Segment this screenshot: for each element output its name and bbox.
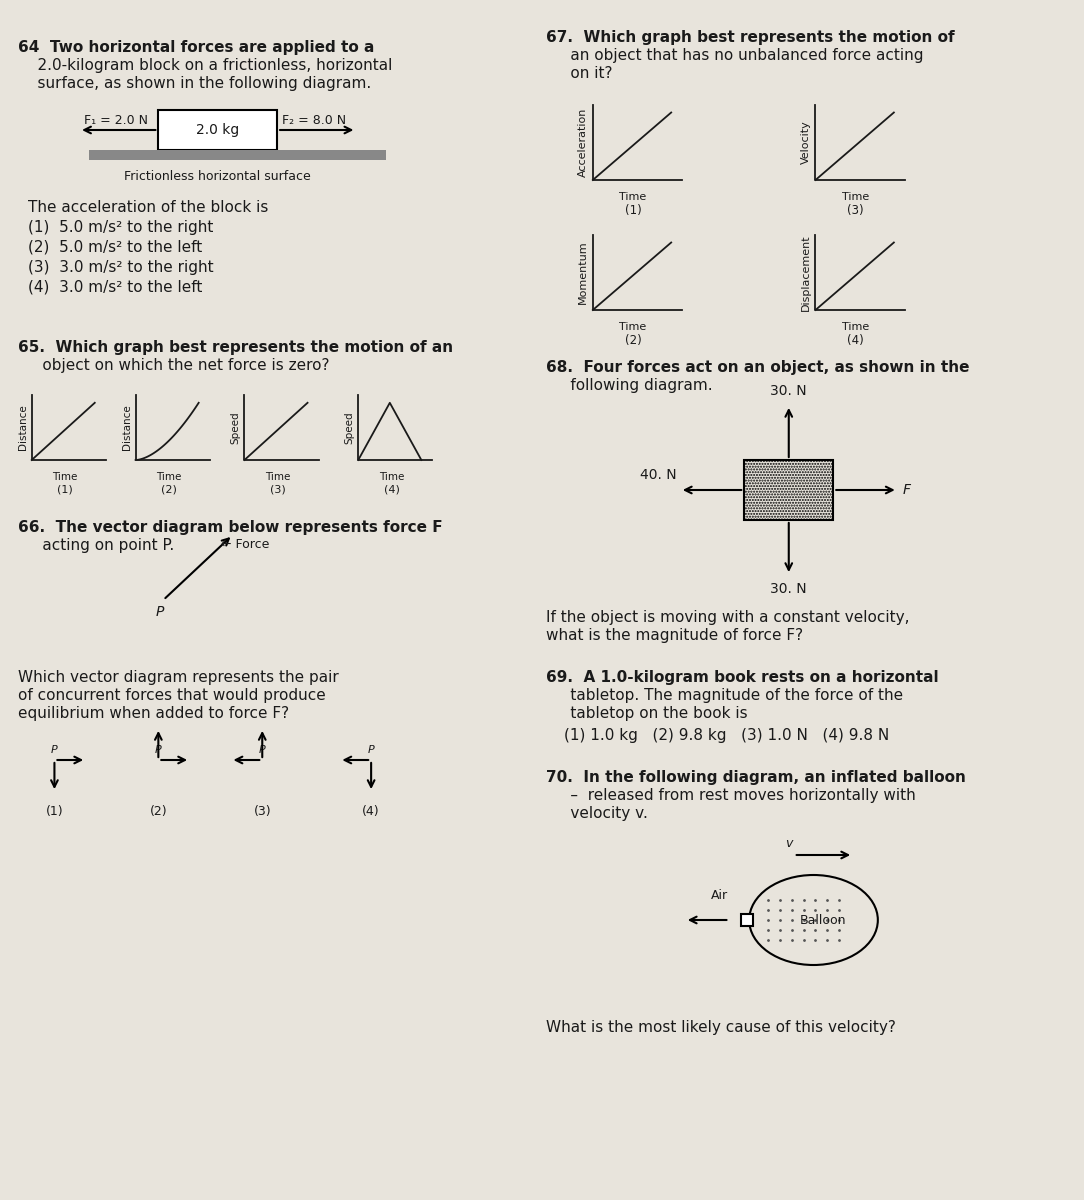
Text: ← Force: ← Force <box>221 539 269 552</box>
Text: P: P <box>367 745 374 755</box>
Text: 65.  Which graph best represents the motion of an: 65. Which graph best represents the moti… <box>17 340 453 355</box>
Text: (2): (2) <box>162 484 177 494</box>
Text: what is the magnitude of force F?: what is the magnitude of force F? <box>546 628 803 643</box>
Text: v: v <box>785 838 792 850</box>
Text: 66.  The vector diagram below represents force F: 66. The vector diagram below represents … <box>17 520 442 535</box>
Text: (1): (1) <box>46 805 63 818</box>
Text: (2): (2) <box>624 334 642 347</box>
Text: on it?: on it? <box>546 66 612 80</box>
Text: an object that has no unbalanced force acting: an object that has no unbalanced force a… <box>546 48 924 62</box>
Text: Which vector diagram represents the pair: Which vector diagram represents the pair <box>17 670 338 685</box>
Text: What is the most likely cause of this velocity?: What is the most likely cause of this ve… <box>546 1020 896 1034</box>
Text: Time: Time <box>619 322 646 332</box>
Text: Time: Time <box>842 192 869 202</box>
Text: (1) 1.0 kg   (2) 9.8 kg   (3) 1.0 N   (4) 9.8 N: (1) 1.0 kg (2) 9.8 kg (3) 1.0 N (4) 9.8 … <box>564 728 889 743</box>
Text: 70.  In the following diagram, an inflated balloon: 70. In the following diagram, an inflate… <box>546 770 966 785</box>
Text: Speed: Speed <box>345 412 354 444</box>
Text: F₂ = 8.0 N: F₂ = 8.0 N <box>282 114 346 127</box>
Text: equilibrium when added to force F?: equilibrium when added to force F? <box>17 706 289 721</box>
Text: F₁ = 2.0 N: F₁ = 2.0 N <box>85 114 149 127</box>
Text: Momentum: Momentum <box>578 241 588 305</box>
Text: P: P <box>155 605 164 619</box>
Text: (2)  5.0 m/s² to the left: (2) 5.0 m/s² to the left <box>28 240 202 254</box>
Text: tabletop on the book is: tabletop on the book is <box>546 706 748 721</box>
Text: 30. N: 30. N <box>771 384 808 398</box>
Text: (1)  5.0 m/s² to the right: (1) 5.0 m/s² to the right <box>28 220 214 235</box>
Text: Air: Air <box>711 889 728 902</box>
Text: (4): (4) <box>362 805 379 818</box>
Text: (3): (3) <box>848 204 864 217</box>
Text: 30. N: 30. N <box>771 582 808 596</box>
Text: Speed: Speed <box>231 412 241 444</box>
Text: (1): (1) <box>624 204 642 217</box>
Text: Frictionless horizontal surface: Frictionless horizontal surface <box>125 170 311 182</box>
Text: Time: Time <box>619 192 646 202</box>
Text: The acceleration of the block is: The acceleration of the block is <box>28 200 268 215</box>
Bar <box>158 110 278 150</box>
Bar <box>89 150 386 160</box>
Text: Time: Time <box>156 472 182 482</box>
Text: 2.0 kg: 2.0 kg <box>196 122 240 137</box>
Text: Time: Time <box>52 472 78 482</box>
Text: P: P <box>51 745 57 755</box>
Text: (3)  3.0 m/s² to the right: (3) 3.0 m/s² to the right <box>28 260 214 275</box>
Text: Time: Time <box>842 322 869 332</box>
Text: 2.0-kilogram block on a frictionless, horizontal: 2.0-kilogram block on a frictionless, ho… <box>17 58 392 73</box>
Text: (4): (4) <box>384 484 400 494</box>
Text: (2): (2) <box>150 805 167 818</box>
Text: Distance: Distance <box>17 404 28 450</box>
Text: 64  Two horizontal forces are applied to a: 64 Two horizontal forces are applied to … <box>17 40 374 55</box>
Text: acting on point P.: acting on point P. <box>17 538 175 553</box>
Text: Time: Time <box>266 472 291 482</box>
Text: P: P <box>259 745 266 755</box>
Text: object on which the net force is zero?: object on which the net force is zero? <box>17 358 330 373</box>
Text: (3): (3) <box>270 484 286 494</box>
Bar <box>745 460 834 520</box>
Text: (4)  3.0 m/s² to the left: (4) 3.0 m/s² to the left <box>28 280 202 295</box>
Text: of concurrent forces that would produce: of concurrent forces that would produce <box>17 688 325 703</box>
Text: Velocity: Velocity <box>801 121 811 164</box>
Text: surface, as shown in the following diagram.: surface, as shown in the following diagr… <box>17 76 371 91</box>
Text: (1): (1) <box>57 484 73 494</box>
Text: Balloon: Balloon <box>800 913 847 926</box>
Text: 69.  A 1.0-kilogram book rests on a horizontal: 69. A 1.0-kilogram book rests on a horiz… <box>546 670 939 685</box>
Text: following diagram.: following diagram. <box>546 378 713 392</box>
Text: P: P <box>155 745 162 755</box>
Bar <box>741 914 753 926</box>
Text: –  released from rest moves horizontally with: – released from rest moves horizontally … <box>546 788 916 803</box>
Text: (4): (4) <box>848 334 864 347</box>
Text: (3): (3) <box>254 805 271 818</box>
Text: 40. N: 40. N <box>641 468 676 482</box>
Text: 67.  Which graph best represents the motion of: 67. Which graph best represents the moti… <box>546 30 955 44</box>
Text: If the object is moving with a constant velocity,: If the object is moving with a constant … <box>546 610 909 625</box>
Text: Distance: Distance <box>121 404 131 450</box>
Text: Displacement: Displacement <box>801 234 811 311</box>
Text: tabletop. The magnitude of the force of the: tabletop. The magnitude of the force of … <box>546 688 903 703</box>
Text: F: F <box>903 482 911 497</box>
Text: velocity v.: velocity v. <box>546 806 648 821</box>
Text: 68.  Four forces act on an object, as shown in the: 68. Four forces act on an object, as sho… <box>546 360 970 374</box>
Text: Acceleration: Acceleration <box>578 108 588 178</box>
Text: Time: Time <box>379 472 404 482</box>
